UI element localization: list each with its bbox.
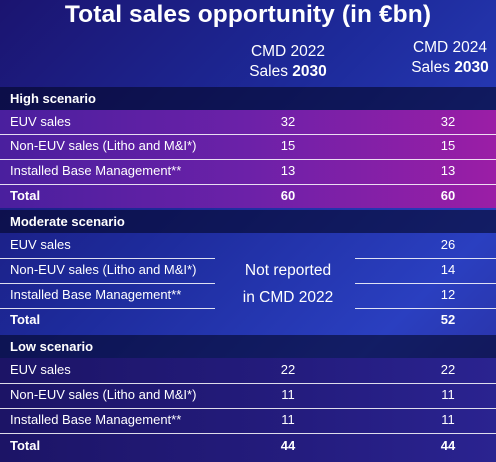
row-divider xyxy=(355,283,496,284)
row-divider xyxy=(0,258,215,259)
total-row: Total 44 44 xyxy=(0,434,496,458)
cmd2024-value: 60 xyxy=(440,188,456,203)
column-header-cmd-2022: CMD 2022 Sales 2030 xyxy=(232,42,344,82)
table-row: Installed Base Management** 13 13 xyxy=(0,159,496,183)
column-header-year: 2030 xyxy=(292,63,327,80)
cmd2024-value: 11 xyxy=(441,387,455,402)
column-header-cmd-2024: CMD 2024 Sales 2030 xyxy=(402,38,496,78)
cmd2022-value: 32 xyxy=(280,114,296,129)
cmd2022-value: 15 xyxy=(280,138,296,153)
total-row: Total 60 60 xyxy=(0,184,496,208)
row-divider xyxy=(0,308,215,309)
table-row: EUV sales 22 22 xyxy=(0,358,496,382)
row-label: Installed Base Management** xyxy=(10,287,182,302)
row-divider xyxy=(0,184,496,185)
section-header-high: High scenario xyxy=(0,87,496,110)
row-label: Total xyxy=(10,438,41,453)
column-header-line2: Sales 2030 xyxy=(402,58,496,78)
row-divider xyxy=(0,159,496,160)
table-row: Installed Base Management** 12 xyxy=(0,283,496,307)
cmd2022-value: 11 xyxy=(281,387,295,402)
page-title: Total sales opportunity (in €bn) xyxy=(64,1,432,28)
row-divider xyxy=(355,308,496,309)
row-divider xyxy=(0,433,496,434)
row-label: Installed Base Management** xyxy=(10,412,182,427)
cmd2024-value: 15 xyxy=(440,138,456,153)
row-divider xyxy=(0,383,496,384)
not-reported-line2: in CMD 2022 xyxy=(242,289,334,306)
table-row: Installed Base Management** 11 11 xyxy=(0,408,496,432)
cmd2024-value: 12 xyxy=(440,287,456,302)
cmd2022-value: 11 xyxy=(281,412,295,427)
cmd2022-value: 60 xyxy=(280,188,296,203)
table-row: EUV sales 26 xyxy=(0,233,496,257)
row-label: Non-EUV sales (Litho and M&I*) xyxy=(10,387,197,402)
cmd2022-value: 13 xyxy=(280,163,296,178)
row-label: Installed Base Management** xyxy=(10,163,182,178)
column-header-sales-label: Sales xyxy=(411,59,455,76)
cmd2024-value: 22 xyxy=(440,362,456,377)
row-label: EUV sales xyxy=(10,362,71,377)
cmd2022-value: 22 xyxy=(280,362,296,377)
row-label: EUV sales xyxy=(10,114,71,129)
column-header-year: 2030 xyxy=(454,59,489,76)
total-row: Total 52 xyxy=(0,308,496,332)
row-divider xyxy=(0,134,496,135)
cmd2024-value: 52 xyxy=(440,312,456,327)
column-header-line2: Sales 2030 xyxy=(232,62,344,82)
not-reported-line1: Not reported xyxy=(244,262,332,279)
cmd2024-value: 26 xyxy=(440,237,456,252)
row-label: Non-EUV sales (Litho and M&I*) xyxy=(10,138,197,153)
not-reported-note: Not reported in CMD 2022 xyxy=(228,257,348,311)
row-label: Non-EUV sales (Litho and M&I*) xyxy=(10,262,197,277)
table-row: Non-EUV sales (Litho and M&I*) 15 15 xyxy=(0,134,496,158)
row-label: Total xyxy=(10,312,41,327)
row-label: Total xyxy=(10,188,41,203)
column-header-line1: CMD 2022 xyxy=(250,43,326,60)
row-label: EUV sales xyxy=(10,237,71,252)
cmd2024-value: 14 xyxy=(440,262,456,277)
column-header-line1: CMD 2024 xyxy=(412,39,488,56)
row-divider xyxy=(0,408,496,409)
row-divider xyxy=(0,283,215,284)
cmd2024-value: 32 xyxy=(440,114,456,129)
table-row: EUV sales 32 32 xyxy=(0,110,496,134)
table-row: Non-EUV sales (Litho and M&I*) 14 xyxy=(0,258,496,282)
row-divider xyxy=(355,258,496,259)
section-header-moderate: Moderate scenario xyxy=(0,210,496,233)
low-scenario-band xyxy=(0,358,496,462)
cmd2024-value: 44 xyxy=(440,438,456,453)
column-header-sales-label: Sales xyxy=(249,63,293,80)
table-row: Non-EUV sales (Litho and M&I*) 11 11 xyxy=(0,383,496,407)
cmd2022-value: 44 xyxy=(280,438,296,453)
cmd2024-value: 11 xyxy=(441,412,455,427)
cmd2024-value: 13 xyxy=(440,163,456,178)
section-header-low: Low scenario xyxy=(0,335,496,358)
